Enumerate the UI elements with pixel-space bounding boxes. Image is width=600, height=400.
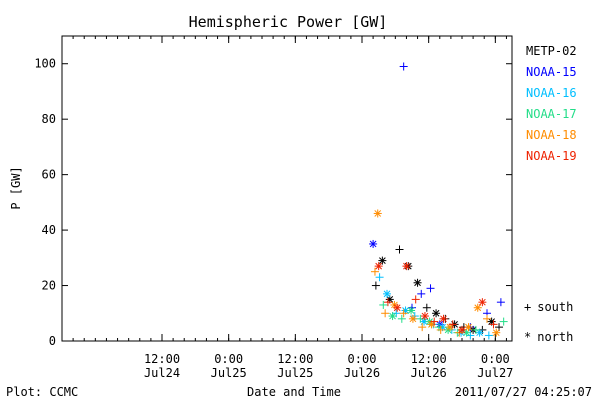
legend-entry: NOAA-19 [526, 149, 577, 163]
marker-legend: + south * north [524, 300, 573, 344]
south-point [395, 245, 404, 254]
south-point [448, 320, 457, 329]
x-tick-label-time: 0:00 [214, 352, 243, 366]
x-tick-label-date: Jul25 [211, 366, 247, 380]
north-point [492, 328, 501, 337]
south-point [399, 62, 408, 71]
south-point [371, 281, 380, 290]
south-point [411, 295, 420, 304]
south-point [418, 323, 427, 332]
south-point [399, 309, 408, 318]
x-tick-label-time: 12:00 [277, 352, 313, 366]
south-point [483, 314, 491, 323]
y-tick-label: 60 [42, 168, 56, 182]
y-tick-label: 80 [42, 112, 56, 126]
marker-legend-symbol: * [524, 330, 531, 344]
chart-title: Hemispheric Power [GW] [189, 13, 388, 31]
legend-entry: NOAA-16 [526, 86, 577, 100]
y-tick-label: 40 [42, 223, 56, 237]
south-point [417, 289, 426, 298]
x-tick-label-date: Jul25 [277, 366, 313, 380]
x-tick-label-time: 12:00 [411, 352, 447, 366]
x-tick-label-time: 12:00 [144, 352, 180, 366]
legend-entry: NOAA-15 [526, 65, 577, 79]
south-point [471, 325, 480, 334]
north-point [373, 209, 382, 218]
y-tick-label: 20 [42, 279, 56, 293]
south-point [496, 298, 505, 307]
legend-entry: NOAA-18 [526, 128, 577, 142]
south-point [484, 331, 493, 340]
x-tick-label-date: Jul26 [344, 366, 380, 380]
x-axis: 12:00Jul240:00Jul2512:00Jul250:00Jul2612… [61, 36, 513, 380]
legend-entry: METP-02 [526, 44, 577, 58]
north-point [432, 309, 441, 318]
north-point [473, 303, 482, 312]
marker-legend-label: south [537, 300, 573, 314]
x-axis-label: Date and Time [247, 385, 341, 399]
north-point [458, 325, 466, 334]
x-tick-label-date: Jul24 [144, 366, 180, 380]
marker-legend-entry: * north [524, 330, 573, 344]
north-point [378, 256, 387, 265]
north-point [420, 312, 429, 321]
x-tick-label-date: Jul27 [477, 366, 513, 380]
x-tick-label-date: Jul26 [411, 366, 447, 380]
data-points [369, 62, 508, 340]
y-axis-label: P [GW] [9, 166, 23, 209]
south-point [422, 303, 431, 312]
y-tick-label: 0 [49, 334, 56, 348]
footer-timestamp: 2011/07/27 04:25:07 [455, 385, 592, 399]
north-point [402, 262, 411, 271]
north-point [478, 298, 487, 307]
north-point [393, 303, 402, 312]
north-point [413, 278, 422, 287]
south-point [375, 273, 384, 282]
marker-legend-entry: + south [524, 300, 573, 314]
north-point [408, 314, 417, 323]
north-point [374, 262, 383, 271]
south-point [379, 300, 388, 309]
north-point [464, 323, 473, 332]
north-point [407, 306, 416, 315]
legend: METP-02 NOAA-15 NOAA-16 NOAA-17 NOAA-18 NOAA-… [526, 44, 577, 163]
south-point [489, 320, 498, 329]
y-axis: 0 20 40 60 80 100 [34, 57, 512, 348]
marker-legend-symbol: + [524, 300, 531, 314]
legend-entry: NOAA-17 [526, 107, 577, 121]
south-point [499, 317, 508, 326]
marker-legend-label: north [537, 330, 573, 344]
x-tick-label-time: 0:00 [348, 352, 377, 366]
plot-frame [61, 35, 513, 342]
x-tick-label-time: 0:00 [481, 352, 510, 366]
south-point [430, 317, 439, 326]
footer-credit: Plot: CCMC [6, 385, 78, 399]
north-point [369, 239, 378, 248]
south-point [397, 314, 406, 323]
north-point [388, 312, 397, 321]
north-point [439, 314, 448, 323]
south-point [416, 314, 425, 323]
north-point [383, 289, 391, 298]
south-point [381, 309, 390, 318]
south-point [426, 284, 435, 293]
south-point [436, 325, 445, 334]
y-tick-label: 100 [34, 57, 56, 71]
south-point [383, 298, 392, 307]
south-point [370, 267, 379, 276]
